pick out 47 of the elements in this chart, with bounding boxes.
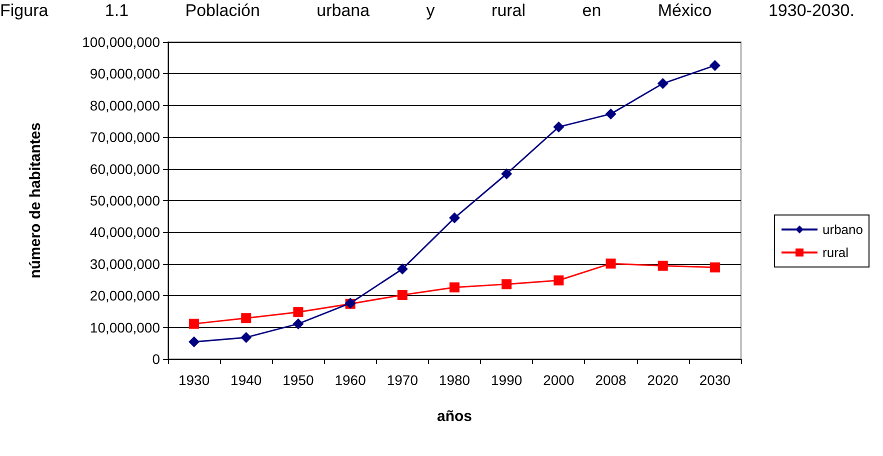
chart-title: Figura 1.1 Población urbana y rural en México 1930-2030.	[0, 0, 856, 22]
y-tick-label: 80,000,000	[90, 97, 160, 114]
point	[710, 262, 720, 272]
x-tick-label: 1950	[282, 372, 314, 388]
point	[292, 318, 304, 330]
y-tick-label: 50,000,000	[90, 192, 160, 208]
point	[240, 332, 252, 343]
y-tick-label: 40,000,000	[90, 224, 160, 240]
point	[657, 78, 668, 90]
point	[606, 258, 616, 269]
point	[554, 275, 564, 286]
x-tick-label: 1980	[438, 372, 470, 388]
point	[449, 212, 460, 224]
y-tick-label: 90,000,000	[90, 66, 160, 82]
x-tick-label: 1940	[230, 372, 262, 388]
point	[501, 168, 512, 180]
point	[553, 121, 564, 132]
x-tick-label: 1960	[334, 372, 366, 388]
x-tick-label: 2000	[543, 372, 574, 388]
point	[189, 318, 200, 329]
y-tick-label: 100,000,000	[82, 34, 160, 50]
x-tick-label: 1930	[178, 372, 210, 388]
y-tick-label: 70,000,000	[90, 129, 160, 146]
point	[188, 336, 200, 348]
legend-label: rural	[822, 245, 849, 260]
x-axis-title: años	[436, 408, 472, 425]
x-tick-label: 2008	[595, 372, 627, 388]
point	[396, 263, 408, 274]
x-tick-label: 2030	[699, 372, 731, 388]
point	[502, 279, 512, 290]
point	[397, 290, 408, 300]
x-tick-label: 1970	[386, 372, 418, 388]
point	[450, 282, 460, 292]
y-tick-label: 30,000,000	[90, 256, 160, 272]
point	[241, 313, 252, 324]
point	[658, 260, 668, 271]
y-tick-label: 0	[152, 351, 160, 367]
legend-label: urbano	[822, 222, 864, 237]
y-tick-label: 10,000,000	[90, 319, 160, 336]
point	[709, 60, 720, 71]
y-tick-label: 60,000,000	[90, 160, 160, 177]
point	[293, 307, 304, 318]
y-tick-label: 20,000,000	[90, 288, 160, 304]
point	[605, 108, 616, 120]
x-tick-label: 2020	[647, 372, 679, 388]
y-axis-title: número de habitantes	[27, 122, 44, 278]
x-tick-label: 1990	[491, 372, 522, 388]
